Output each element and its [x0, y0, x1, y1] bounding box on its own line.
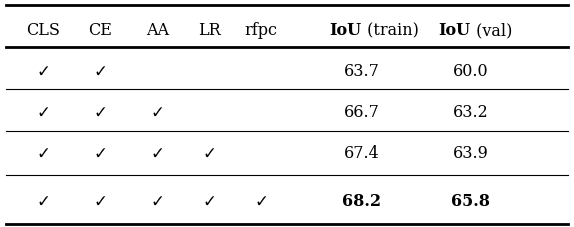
Text: 63.2: 63.2: [453, 104, 488, 121]
Text: 60.0: 60.0: [453, 63, 488, 80]
Text: ✓: ✓: [36, 192, 50, 210]
Text: IoU: IoU: [439, 22, 471, 39]
Text: ✓: ✓: [36, 144, 50, 162]
Text: (train): (train): [362, 22, 418, 39]
Text: ✓: ✓: [151, 192, 165, 210]
Text: 67.4: 67.4: [344, 145, 379, 162]
Text: ✓: ✓: [94, 104, 107, 121]
Text: 63.9: 63.9: [453, 145, 488, 162]
Text: ✓: ✓: [203, 192, 216, 210]
Text: 66.7: 66.7: [344, 104, 379, 121]
Text: 68.2: 68.2: [342, 192, 381, 209]
Text: CE: CE: [88, 22, 113, 39]
Text: ✓: ✓: [203, 144, 216, 162]
Text: (val): (val): [471, 22, 512, 39]
Text: ✓: ✓: [94, 63, 107, 80]
Text: 65.8: 65.8: [451, 192, 490, 209]
Text: ✓: ✓: [36, 104, 50, 121]
Text: ✓: ✓: [254, 192, 268, 210]
Text: ✓: ✓: [151, 104, 165, 121]
Text: rfpc: rfpc: [245, 22, 278, 39]
Text: LR: LR: [198, 22, 221, 39]
Text: 63.7: 63.7: [344, 63, 379, 80]
Text: CLS: CLS: [26, 22, 60, 39]
Text: AA: AA: [146, 22, 169, 39]
Text: ✓: ✓: [151, 144, 165, 162]
Text: ✓: ✓: [94, 192, 107, 210]
Text: IoU: IoU: [329, 22, 362, 39]
Text: ✓: ✓: [36, 63, 50, 80]
Text: ✓: ✓: [94, 144, 107, 162]
